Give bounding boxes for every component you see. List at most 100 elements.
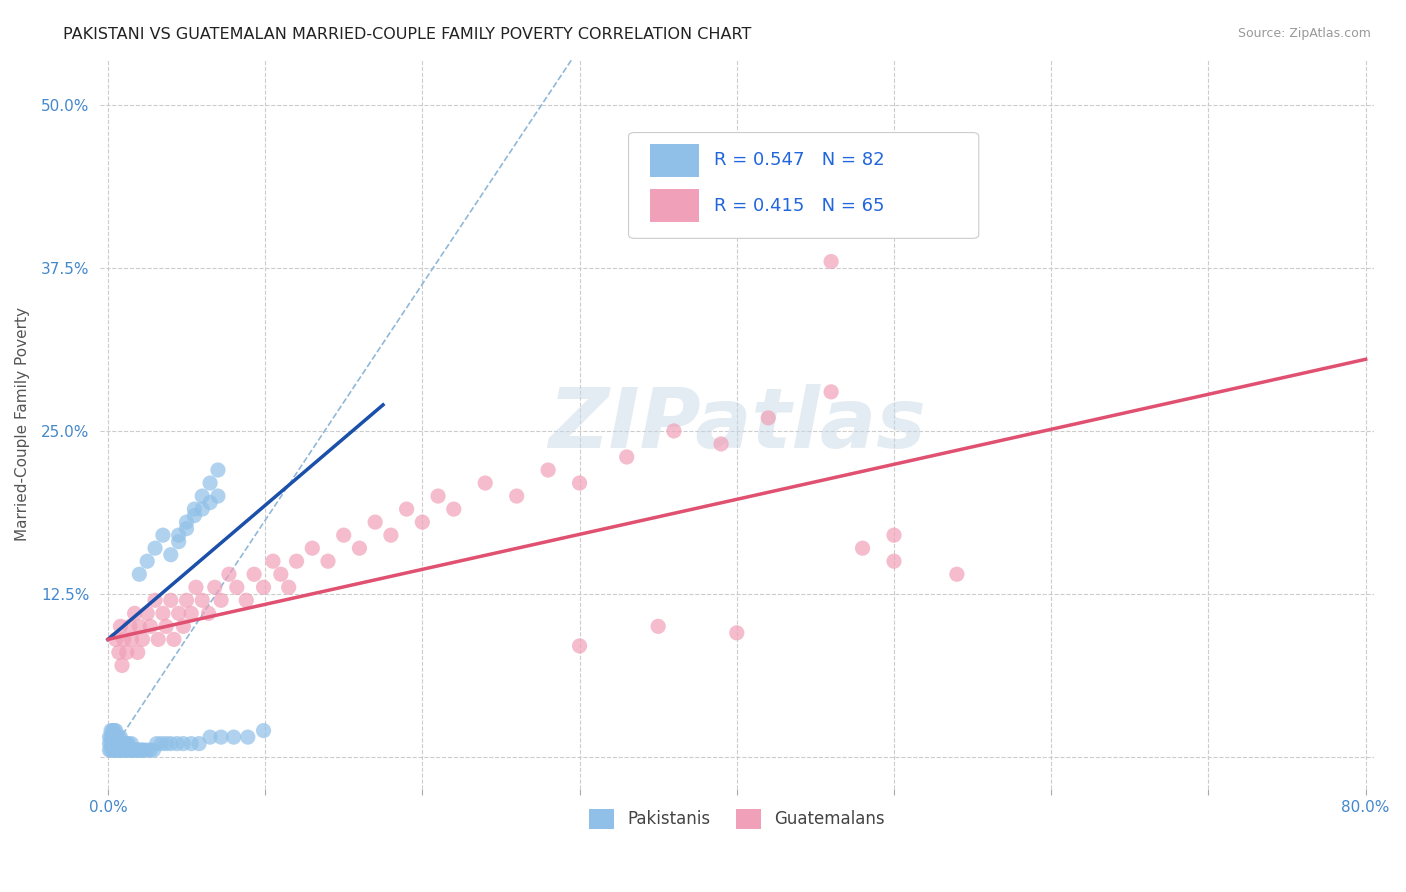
Point <box>236 730 259 744</box>
Point <box>198 730 221 744</box>
Point <box>207 489 229 503</box>
Point <box>197 607 219 621</box>
Point <box>145 737 167 751</box>
Point <box>111 737 134 751</box>
Point <box>209 593 232 607</box>
Point <box>167 534 190 549</box>
Point <box>114 743 136 757</box>
Point <box>139 743 162 757</box>
Point <box>207 463 229 477</box>
Point <box>209 730 232 744</box>
Point <box>349 541 371 556</box>
Point <box>121 737 143 751</box>
Point <box>136 607 159 621</box>
Point <box>277 580 299 594</box>
Point <box>112 743 135 757</box>
Point <box>122 743 145 757</box>
Point <box>851 541 873 556</box>
Point <box>121 743 143 757</box>
Point <box>180 737 202 751</box>
Point <box>167 607 190 621</box>
Text: ZIPatlas: ZIPatlas <box>548 384 925 465</box>
Point <box>159 593 181 607</box>
Point <box>110 730 132 744</box>
Point <box>243 567 266 582</box>
Point <box>427 489 450 503</box>
Point <box>128 619 150 633</box>
Point <box>191 593 214 607</box>
Text: Source: ZipAtlas.com: Source: ZipAtlas.com <box>1237 27 1371 40</box>
Point <box>647 619 669 633</box>
Point <box>105 737 128 751</box>
Point <box>443 502 465 516</box>
FancyBboxPatch shape <box>650 144 699 177</box>
Point <box>128 743 150 757</box>
Point <box>332 528 354 542</box>
Point <box>103 737 125 751</box>
Point <box>105 743 128 757</box>
Point <box>112 737 135 751</box>
Point <box>725 625 748 640</box>
Point <box>225 580 247 594</box>
Point <box>316 554 339 568</box>
Point <box>121 632 143 647</box>
Point <box>104 632 127 647</box>
Point <box>883 554 905 568</box>
Point <box>131 743 153 757</box>
Point <box>191 489 214 503</box>
Point <box>222 730 245 744</box>
Point <box>380 528 402 542</box>
Point <box>100 730 122 744</box>
Point <box>270 567 292 582</box>
Point <box>127 645 149 659</box>
Point <box>112 632 135 647</box>
Point <box>204 580 226 594</box>
Point <box>108 737 131 751</box>
Point <box>155 737 177 751</box>
Point <box>235 593 257 607</box>
Point <box>756 410 779 425</box>
Point <box>117 737 139 751</box>
Y-axis label: Married-Couple Family Poverty: Married-Couple Family Poverty <box>15 308 30 541</box>
Point <box>111 658 134 673</box>
Point <box>110 619 132 633</box>
Point <box>395 502 418 516</box>
Point <box>104 730 127 744</box>
Point <box>163 632 186 647</box>
Point <box>143 593 166 607</box>
Point <box>148 632 170 647</box>
Point <box>103 730 125 744</box>
Point <box>136 743 159 757</box>
Point <box>364 515 387 529</box>
Text: R = 0.415   N = 65: R = 0.415 N = 65 <box>714 196 884 214</box>
Point <box>183 502 205 516</box>
Point <box>100 737 122 751</box>
Point <box>198 495 221 509</box>
Point <box>411 515 433 529</box>
Point <box>142 743 165 757</box>
Point <box>176 515 198 529</box>
Point <box>183 508 205 523</box>
Point <box>101 730 124 744</box>
Text: PAKISTANI VS GUATEMALAN MARRIED-COUPLE FAMILY POVERTY CORRELATION CHART: PAKISTANI VS GUATEMALAN MARRIED-COUPLE F… <box>63 27 752 42</box>
Point <box>188 737 211 751</box>
FancyBboxPatch shape <box>650 189 699 222</box>
Point <box>108 645 131 659</box>
Legend: Pakistanis, Guatemalans: Pakistanis, Guatemalans <box>582 802 891 836</box>
Point <box>108 743 131 757</box>
Point <box>176 593 198 607</box>
Point <box>285 554 308 568</box>
Point <box>252 723 274 738</box>
Point <box>167 528 190 542</box>
Point <box>159 737 181 751</box>
Point <box>100 743 122 757</box>
Point <box>301 541 323 556</box>
Point <box>616 450 638 464</box>
Point <box>883 528 905 542</box>
Point <box>662 424 685 438</box>
Point <box>152 528 174 542</box>
Point <box>139 619 162 633</box>
Point <box>110 743 132 757</box>
Point <box>100 723 122 738</box>
Point <box>262 554 284 568</box>
